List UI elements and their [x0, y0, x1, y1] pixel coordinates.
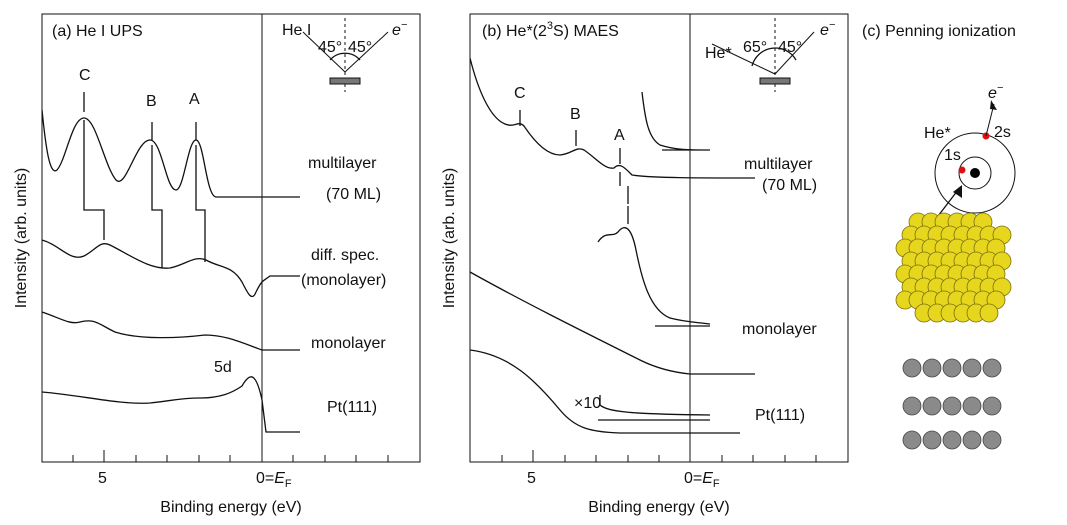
- t: (b) He*(2: [482, 23, 547, 40]
- tick: 0=: [684, 470, 702, 487]
- atom: [922, 396, 942, 416]
- atom: [942, 396, 962, 416]
- t: 3: [547, 20, 553, 32]
- atom: [922, 358, 942, 378]
- label: ×10: [574, 395, 601, 412]
- atom: [982, 358, 1002, 378]
- label: monolayer: [311, 335, 386, 352]
- x-tick-label: 5: [527, 470, 536, 487]
- x-tick-label: 5: [98, 470, 107, 487]
- angle: 45°: [318, 39, 342, 56]
- label: diff. spec.: [311, 247, 379, 264]
- angle: 45°: [348, 39, 372, 56]
- inset: He* 65° 45° e−: [705, 18, 836, 92]
- peak: C: [79, 67, 91, 84]
- y-axis-label: Intensity (arb. units): [13, 168, 30, 309]
- label: Pt(111): [327, 399, 377, 416]
- atom: [902, 430, 922, 450]
- peak: A: [189, 91, 200, 108]
- title: (b) He*(23S) MAES: [482, 20, 619, 40]
- y-axis-label: Intensity (arb. units): [441, 168, 458, 309]
- atom: [942, 358, 962, 378]
- atom: [982, 396, 1002, 416]
- peak: B: [570, 106, 581, 123]
- inset: He I 45° 45° e−: [282, 18, 408, 92]
- label: (monolayer): [301, 272, 386, 289]
- fullerene: [895, 212, 1012, 323]
- title: (a) He I UPS: [52, 23, 143, 40]
- t: S) MAES: [553, 23, 619, 40]
- frame: [41, 13, 421, 463]
- atom: [962, 358, 982, 378]
- tick: F: [713, 478, 720, 490]
- x-tick-label: 0=EF: [684, 470, 720, 490]
- orbital: 1s: [944, 147, 961, 164]
- tick: F: [285, 478, 292, 490]
- pt-surface: [902, 358, 1002, 450]
- atom: [979, 303, 999, 323]
- beam: He*: [705, 45, 732, 62]
- label: monolayer: [742, 321, 817, 338]
- tick: 0=: [256, 470, 274, 487]
- x-tick-label: 0=EF: [256, 470, 292, 490]
- minus: −: [401, 19, 408, 31]
- minus: −: [829, 19, 836, 31]
- label: multilayer: [308, 155, 377, 172]
- panel-b: (b) He*(23S) MAES He* 65° 45° e− C B A m…: [441, 13, 849, 516]
- atom: [902, 396, 922, 416]
- peak: C: [514, 85, 526, 102]
- minus: −: [997, 82, 1004, 94]
- title: (c) Penning ionization: [862, 23, 1016, 40]
- x-axis-label: Binding energy (eV): [588, 499, 729, 516]
- electron: e−: [988, 82, 1004, 102]
- tick: E: [702, 470, 713, 487]
- electron: e−: [392, 19, 408, 39]
- orbital: 2s: [994, 124, 1011, 141]
- atom: [982, 430, 1002, 450]
- atom: [942, 430, 962, 450]
- atom: [902, 358, 922, 378]
- beam: He I: [282, 22, 311, 39]
- x-axis-label: Binding energy (eV): [160, 499, 301, 516]
- e: e: [392, 22, 401, 39]
- tick: E: [274, 470, 285, 487]
- panel-c: (c) Penning ionization e− He* 2s 1s: [862, 23, 1016, 450]
- label: 5d: [214, 359, 232, 376]
- label: (70 ML): [326, 186, 381, 203]
- peak: B: [146, 93, 157, 110]
- angle: 65°: [743, 39, 767, 56]
- e: e: [820, 22, 829, 39]
- label: (70 ML): [762, 177, 817, 194]
- atom: [962, 430, 982, 450]
- atom: He*: [924, 125, 951, 142]
- atom: [962, 396, 982, 416]
- panel-a: (a) He I UPS He I 45° 45° e− C B A multi…: [13, 13, 421, 516]
- atom: [922, 430, 942, 450]
- electron: e−: [820, 19, 836, 39]
- label: Pt(111): [755, 407, 805, 424]
- e: e: [988, 85, 997, 102]
- label: multilayer: [744, 156, 813, 173]
- frame: [469, 13, 849, 463]
- peak: A: [614, 127, 625, 144]
- angle: 45°: [778, 39, 802, 56]
